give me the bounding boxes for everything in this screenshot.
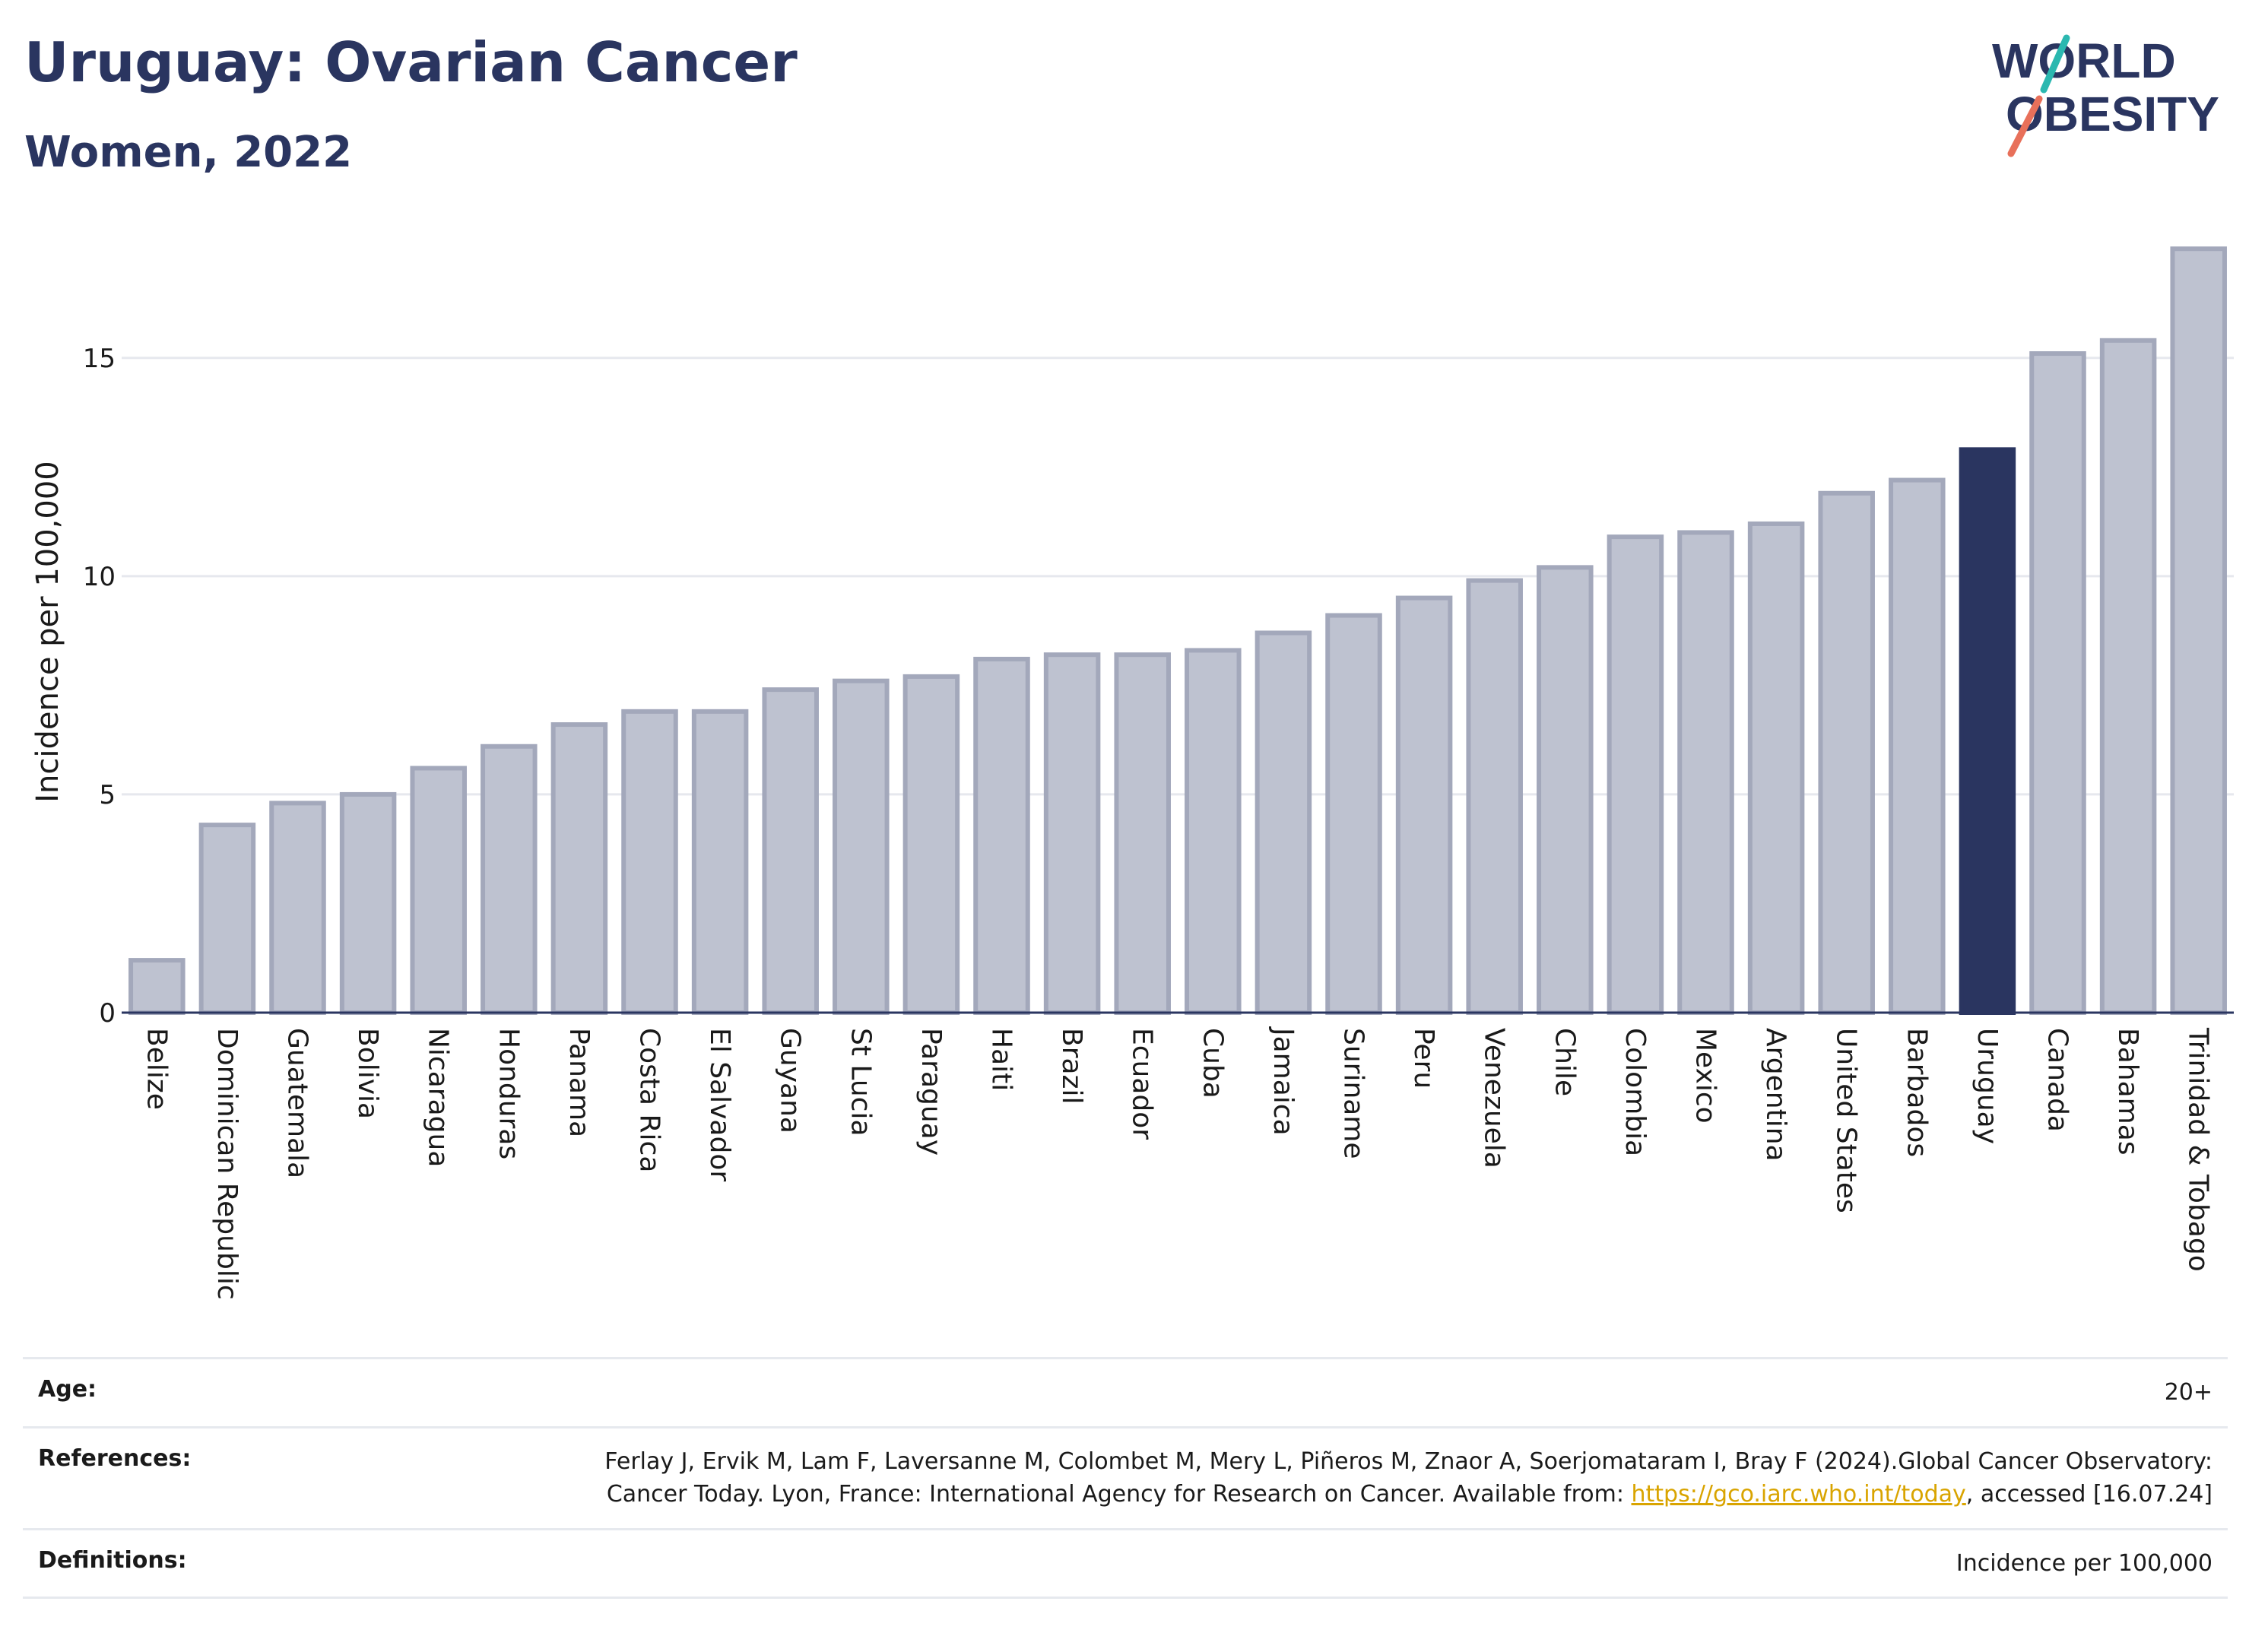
bar-colombia [1607, 534, 1664, 1015]
definitions-label: Definitions: [38, 1546, 187, 1574]
footer-definitions-row: Definitions: Incidence per 100,000 [23, 1527, 2228, 1599]
definitions-value: Incidence per 100,000 [1956, 1549, 2213, 1577]
bar-barbados [1889, 477, 1946, 1015]
bar-guyana [762, 687, 819, 1015]
x-tick-label: Uruguay [1971, 1028, 2003, 1144]
x-tick-label: Paraguay [915, 1028, 947, 1156]
x-tick-label: Ecuador [1127, 1028, 1158, 1140]
x-tick-label: Peru [1408, 1028, 1439, 1089]
y-tick-label: 15 [83, 344, 116, 374]
x-tick-label: Honduras [493, 1028, 524, 1159]
chart-subtitle: Women, 2022 [24, 128, 353, 177]
y-tick-label: 10 [83, 562, 116, 592]
bar-brazil [1043, 652, 1101, 1016]
x-tick-label: Costa Rica [634, 1028, 665, 1172]
bar-paraguay [902, 674, 960, 1015]
x-tick-label: Brazil [1056, 1028, 1087, 1104]
bar-mexico [1677, 530, 1734, 1015]
bar-guatemala [269, 801, 326, 1016]
references-suffix: , accessed [16.07.24] [1965, 1481, 2213, 1508]
bar-peru [1395, 595, 1453, 1015]
bar-suriname [1325, 613, 1382, 1015]
chart-title: Uruguay: Ovarian Cancer [24, 30, 798, 94]
x-tick-label: Dominican Republic [211, 1028, 243, 1300]
x-tick-label: Bolivia [352, 1028, 383, 1119]
x-tick-label: Canada [2042, 1028, 2073, 1132]
bar-panama [550, 722, 608, 1015]
x-tick-label: Suriname [1338, 1028, 1369, 1159]
bar-bolivia [339, 791, 397, 1016]
age-value: 20+ [2164, 1379, 2213, 1406]
bar-dominican-republic [198, 823, 256, 1015]
x-tick-label: Guyana [775, 1028, 806, 1134]
footer-references-row: References: Ferlay J, Ervik M, Lam F, La… [23, 1425, 2228, 1528]
x-tick-label: Haiti [986, 1028, 1017, 1091]
x-tick-label: Chile [1549, 1028, 1580, 1096]
x-tick-label: Bahamas [2112, 1028, 2143, 1156]
x-tick-label: United States [1831, 1028, 1862, 1213]
references-label: References: [38, 1444, 192, 1472]
age-label: Age: [38, 1376, 97, 1403]
bar-cuba [1185, 648, 1242, 1016]
bar-bahamas [2099, 338, 2157, 1016]
x-tick-label: Mexico [1690, 1028, 1721, 1124]
x-tick-label: Belize [141, 1028, 172, 1110]
bar-st-lucia [833, 678, 890, 1015]
logo-line1: WORLD [1992, 33, 2176, 88]
x-tick-label: Argentina [1760, 1028, 1791, 1162]
x-tick-label: Trinidad & Tobago [2183, 1027, 2214, 1272]
bar-canada [2029, 351, 2086, 1015]
logo-slash-teal [2040, 34, 2070, 94]
logo-line2: OBESITY [2006, 87, 2219, 141]
world-obesity-logo: WORLD OBESITY [1992, 33, 2219, 157]
x-tick-label: Jamaica [1267, 1026, 1299, 1136]
bar-haiti [973, 656, 1030, 1015]
x-tick-label: El Salvador [704, 1028, 735, 1181]
bar-uruguay [1959, 447, 2016, 1015]
bar-nicaragua [410, 766, 467, 1015]
y-tick-label: 0 [99, 998, 116, 1029]
bar-united-states [1818, 490, 1875, 1015]
x-tick-label: Barbados [1901, 1028, 1932, 1157]
bar-argentina [1747, 521, 1805, 1015]
bar-venezuela [1466, 578, 1523, 1015]
bar-chart: 0 5 10 15 Incidence per 100,000 Belize Dominic… [30, 246, 2234, 1300]
x-tick-label: Guatemala [282, 1028, 313, 1178]
y-tick-label: 5 [99, 780, 116, 810]
bar-ecuador [1114, 652, 1171, 1016]
footer-age-row: Age: 20+ [23, 1357, 2228, 1426]
bar-el-salvador [691, 709, 749, 1016]
bar-jamaica [1255, 630, 1312, 1015]
x-tick-label: St Lucia [845, 1028, 876, 1137]
y-axis-title: Incidence per 100,000 [30, 461, 65, 803]
bar-honduras [481, 744, 538, 1015]
x-tick-label: Colombia [1619, 1028, 1651, 1156]
chart-footer: Age: 20+ References: Ferlay J, Ervik M, … [23, 1357, 2228, 1599]
x-tick-label: Cuba [1197, 1028, 1228, 1099]
x-tick-label: Nicaragua [423, 1028, 454, 1167]
references-text: Ferlay J, Ervik M, Lam F, Laversanne M, … [604, 1447, 2213, 1508]
bar-chile [1537, 565, 1594, 1015]
bar-costa-rica [621, 709, 678, 1016]
x-tick-label: Panama [563, 1028, 595, 1137]
references-link[interactable]: https://gco.iarc.who.int/today [1631, 1481, 1966, 1508]
x-tick-label: Venezuela [1479, 1028, 1510, 1168]
logo-slash-red [2007, 95, 2043, 157]
bar-trinidad-tobago [2170, 246, 2227, 1015]
bar-belize [128, 958, 186, 1015]
references-value: Ferlay J, Ervik M, Lam F, Laversanne M, … [578, 1445, 2213, 1511]
